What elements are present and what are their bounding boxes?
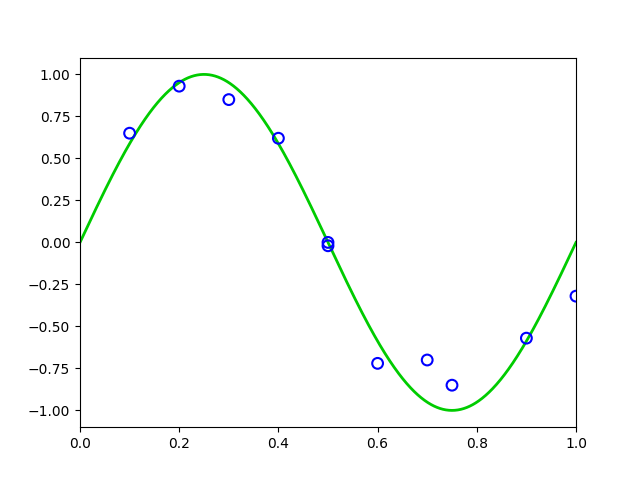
Point (224, 96, 234, 104)
Point (571, 292, 581, 300)
Point (372, 360, 383, 367)
Point (522, 335, 532, 342)
Point (323, 242, 333, 250)
Point (124, 130, 135, 137)
Point (273, 134, 284, 142)
Point (447, 381, 457, 389)
Point (323, 239, 333, 246)
Point (422, 356, 433, 364)
Point (174, 83, 184, 90)
